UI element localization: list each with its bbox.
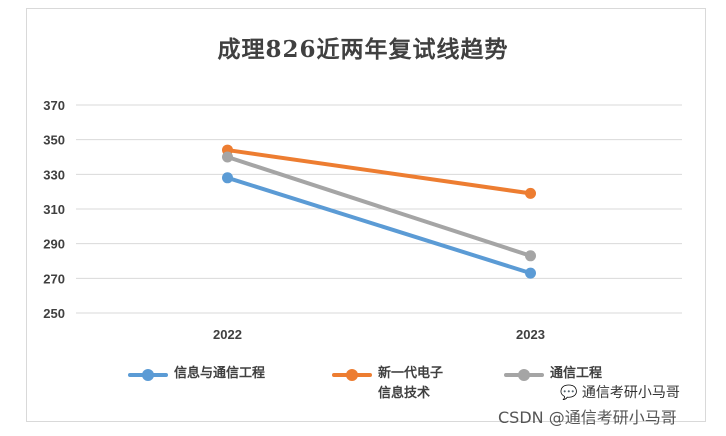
- y-tick-label: 250: [43, 306, 65, 321]
- gridlines: [76, 104, 682, 314]
- y-tick-label: 310: [43, 202, 65, 217]
- data-point-series-0-1: [525, 267, 536, 279]
- legend-label-series-2: 通信工程: [550, 366, 603, 381]
- y-tick-label: 350: [43, 133, 65, 148]
- series-line-0: [225, 175, 533, 276]
- legend-label-series-0: 信息与通信工程: [174, 366, 266, 381]
- x-tick-label: 2022: [213, 327, 242, 342]
- legend-item-series-2: 通信工程: [504, 364, 602, 386]
- series-line-2: [225, 155, 533, 258]
- series-line-1: [225, 148, 533, 196]
- legend-swatch-series-1: [332, 364, 372, 386]
- y-tick-label: 270: [43, 271, 65, 286]
- chart-title: 成理826近两年复试线趋势: [217, 36, 509, 63]
- watermark-csdn: CSDN @通信考研小马哥: [498, 408, 677, 427]
- x-tick-label: 2023: [516, 327, 545, 342]
- wechat-icon: 💬: [560, 385, 578, 401]
- y-tick-label: 330: [43, 167, 65, 182]
- data-point-series-2-1: [525, 250, 536, 262]
- legend-item-series-1: 新一代电子信息技术: [332, 364, 452, 404]
- series-lines: [222, 144, 536, 279]
- data-point-series-2-0: [222, 151, 233, 163]
- watermark-wechat-text: 通信考研小马哥: [581, 385, 680, 401]
- y-tick-label: 290: [43, 237, 65, 252]
- watermark-wechat: 💬 通信考研小马哥: [560, 382, 680, 402]
- data-point-series-1-1: [525, 187, 536, 199]
- x-axis-ticks: 2022 2023: [213, 327, 545, 342]
- legend-swatch-series-2: [504, 364, 544, 386]
- legend-swatch-series-0: [128, 364, 168, 386]
- y-axis-ticks: 250 270 290 310 330 350 370: [43, 98, 65, 321]
- legend-label-series-1: 新一代电子信息技术: [378, 366, 444, 401]
- legend-item-series-0: 信息与通信工程: [128, 364, 265, 386]
- chart-frame: [26, 8, 706, 422]
- data-point-series-0-0: [222, 172, 233, 184]
- y-tick-label: 370: [43, 98, 65, 113]
